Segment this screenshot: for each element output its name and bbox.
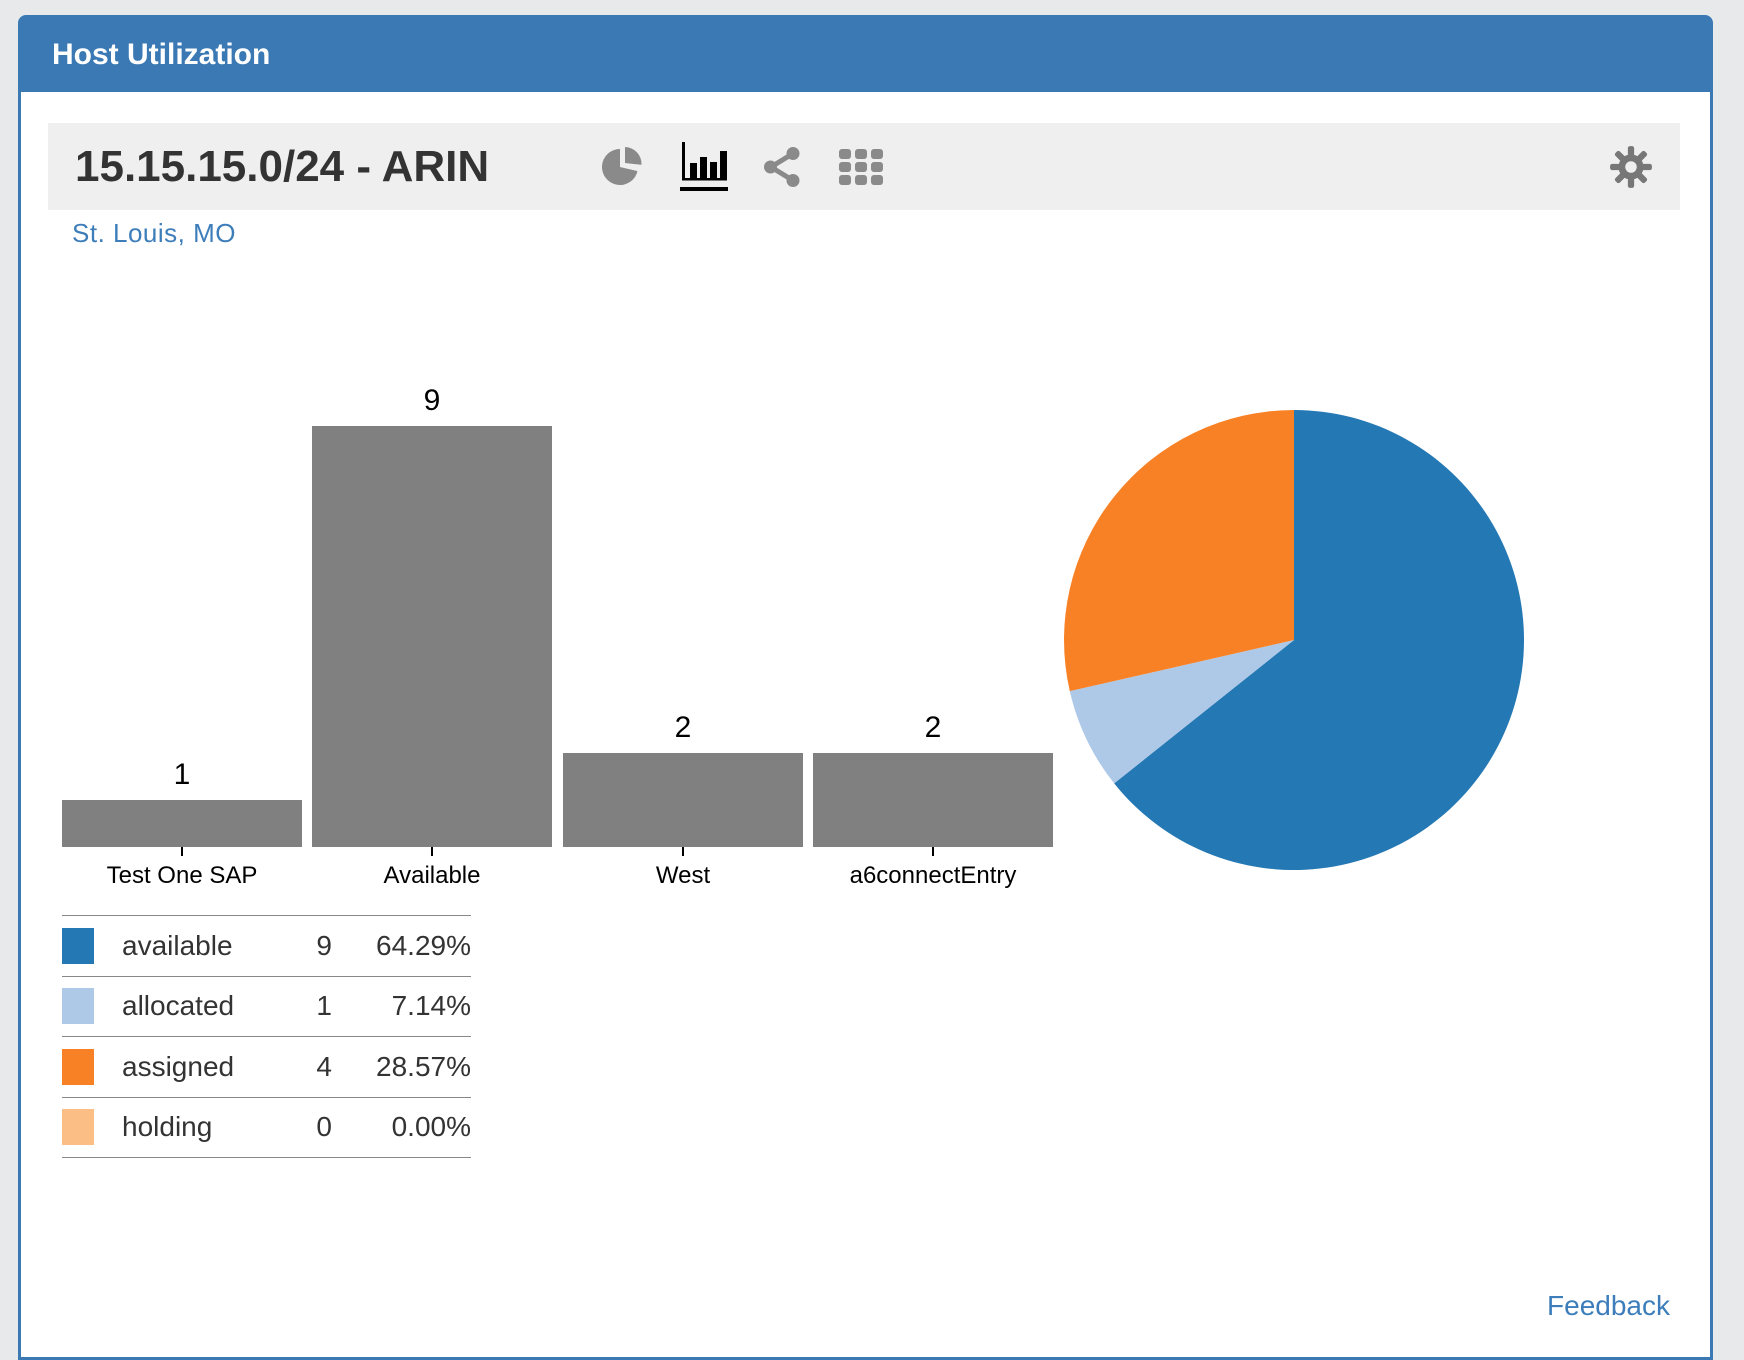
- legend-label: holding: [122, 1096, 272, 1158]
- legend-count: 0: [272, 1096, 332, 1158]
- pie-chart: [1064, 410, 1524, 870]
- legend-color-swatch: [62, 1109, 94, 1146]
- legend-label: allocated: [122, 975, 272, 1037]
- bar-value-label: 9: [423, 384, 441, 417]
- legend-label: available: [122, 915, 272, 976]
- legend-swatch-cell: [62, 975, 122, 1037]
- feedback-link[interactable]: Feedback: [1547, 1290, 1670, 1321]
- legend-percent: 7.14%: [332, 975, 471, 1037]
- legend-row: assigned 4 28.57%: [62, 1036, 471, 1097]
- legend-color-swatch: [62, 988, 94, 1025]
- legend-swatch-cell: [62, 1096, 122, 1158]
- legend-row: allocated 1 7.14%: [62, 975, 471, 1037]
- subnet-title: 15.15.15.0/24 - ARIN: [75, 141, 490, 191]
- legend-swatch-cell: [62, 1036, 122, 1097]
- bar-category-label: a6connectEntry: [849, 862, 1017, 889]
- bar-chart: 1 Test One SAP 9 Available 2 West 2 a6connectEn…: [62, 384, 1067, 889]
- toolbar: 15.15.15.0/24 - ARIN: [48, 123, 1680, 210]
- pie-slice-assigned: [1064, 410, 1294, 692]
- legend-percent: 28.57%: [332, 1036, 471, 1097]
- location-link[interactable]: St. Louis, MO: [72, 218, 236, 248]
- legend-color-swatch: [62, 927, 94, 964]
- bar-chart-view-icon[interactable]: [680, 142, 729, 191]
- bar-value-label: 2: [674, 711, 692, 744]
- bar-category-label: Test One SAP: [106, 862, 258, 889]
- bar-category-label: Available: [383, 862, 481, 889]
- panel-title: Host Utilization: [52, 38, 271, 71]
- bar: [813, 753, 1053, 847]
- gear-icon[interactable]: [1608, 144, 1654, 190]
- legend-row: available 9 64.29%: [62, 915, 471, 976]
- share-icon[interactable]: [761, 145, 805, 189]
- legend-count: 4: [272, 1036, 332, 1097]
- bar-value-label: 1: [173, 758, 191, 791]
- axis-tick: [682, 847, 684, 856]
- bar: [312, 426, 552, 847]
- legend-label: assigned: [122, 1036, 272, 1097]
- bar-category-label: West: [655, 862, 711, 889]
- legend-percent: 64.29%: [332, 915, 471, 976]
- grid-view-icon[interactable]: [838, 147, 884, 187]
- axis-tick: [431, 847, 433, 856]
- pie-chart-view-icon[interactable]: [599, 145, 647, 189]
- legend-swatch-cell: [62, 915, 122, 976]
- bar-value-label: 2: [924, 711, 942, 744]
- bar: [563, 753, 803, 847]
- pie-slice-available: [1114, 410, 1524, 870]
- legend-row: holding 0 0.00%: [62, 1096, 471, 1158]
- axis-tick: [932, 847, 934, 856]
- axis-tick: [181, 847, 183, 856]
- panel-header: Host Utilization: [21, 18, 1710, 92]
- legend-table: available 9 64.29% allocated 1 7.14% assigned 4…: [62, 915, 471, 1158]
- legend-color-swatch: [62, 1048, 94, 1085]
- pie-slice-allocated: [1069, 640, 1294, 784]
- host-utilization-panel: Host Utilization 15.15.15.0/24 - ARIN: [18, 15, 1713, 1360]
- legend-percent: 0.00%: [332, 1096, 471, 1158]
- legend-count: 1: [272, 975, 332, 1037]
- view-switcher: [599, 142, 884, 191]
- bar: [62, 800, 302, 847]
- legend-count: 9: [272, 915, 332, 976]
